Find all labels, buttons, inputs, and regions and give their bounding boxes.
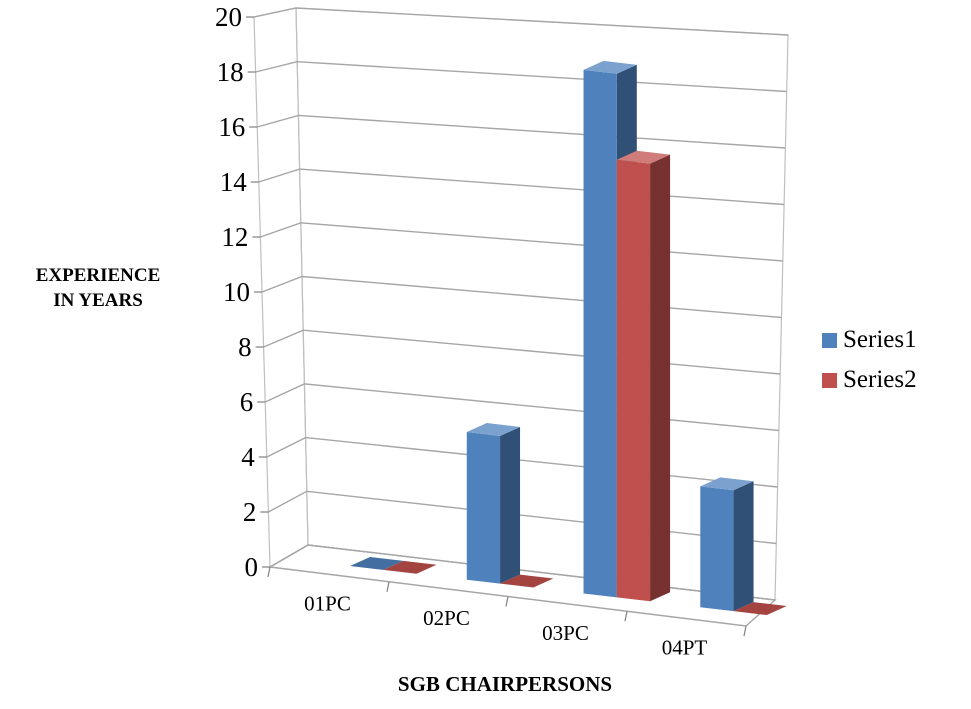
bar-s2-03pc-top (616, 150, 671, 164)
bar-s1-04pt-side (733, 481, 754, 612)
x-tick-mark (624, 611, 628, 622)
x-tick-mark (267, 566, 271, 578)
x-tick-mark (743, 625, 747, 637)
bar-s2-02pc-flat (500, 574, 554, 588)
legend: Series1 Series2 (822, 320, 917, 400)
gridline (260, 222, 783, 262)
legend-swatch-series-1 (822, 332, 837, 348)
x-tick-mark (386, 581, 390, 592)
bar-s2-04pt-flat (733, 602, 787, 616)
gridline (266, 436, 778, 488)
gridline (268, 490, 777, 545)
x-tick-label: 01PC (304, 591, 351, 615)
legend-item-series-2: Series2 (822, 360, 917, 400)
gridline (257, 114, 786, 149)
bar-s1-01pc-flat (350, 556, 404, 570)
gridline (263, 329, 781, 375)
bar-s2-03pc-side (650, 154, 671, 602)
y-tick-label: 2 (243, 497, 257, 527)
bar-s1-03pc-top (583, 60, 637, 74)
y-tick-label: 20 (215, 2, 242, 32)
legend-swatch-series-2 (822, 372, 837, 388)
legend-label-series-1: Series1 (843, 326, 917, 353)
gridline (258, 168, 785, 206)
legend-label-series-2: Series2 (843, 366, 917, 393)
x-tick-label: 02PC (423, 606, 470, 630)
y-axis-label-line-1: EXPERIENCE (35, 265, 161, 286)
y-tick-label: 0 (245, 552, 259, 582)
legend-item-series-1: Series1 (822, 320, 917, 360)
bar-s1-03pc-front (583, 69, 617, 598)
gridline (264, 383, 779, 432)
y-tick-label: 16 (218, 112, 245, 142)
x-tick-mark (505, 596, 509, 607)
side-wall (253, 7, 309, 569)
y-axis-label-line-2: IN YEARS (53, 290, 143, 311)
x-tick-label: 04PT (662, 636, 708, 660)
y-tick-label: 8 (238, 332, 252, 362)
bar-s1-02pc-top (466, 423, 521, 436)
bar-s2-03pc-front (616, 159, 651, 602)
bar-s1-04pt-front (700, 486, 734, 612)
y-tick-label: 18 (217, 57, 244, 87)
bar-s2-01pc-flat (383, 560, 437, 574)
y-tick-label: 4 (241, 442, 255, 472)
y-axis-label: EXPERIENCE IN YEARS (8, 263, 188, 313)
y-tick-label: 6 (240, 387, 254, 417)
x-tick-label: 03PC (542, 621, 589, 645)
bar-s1-02pc-front (466, 432, 501, 584)
bar-s1-02pc-side (500, 426, 521, 584)
gridline (261, 275, 782, 319)
y-tick-label: 12 (221, 222, 248, 252)
y-tick-label: 10 (223, 277, 250, 307)
gridline (253, 7, 789, 36)
y-tick-label: 14 (220, 167, 248, 197)
bar-s1-04pt-top (700, 477, 754, 491)
x-axis-label: SGB CHAIRPERSONS (397, 672, 613, 696)
gridline (255, 60, 787, 93)
